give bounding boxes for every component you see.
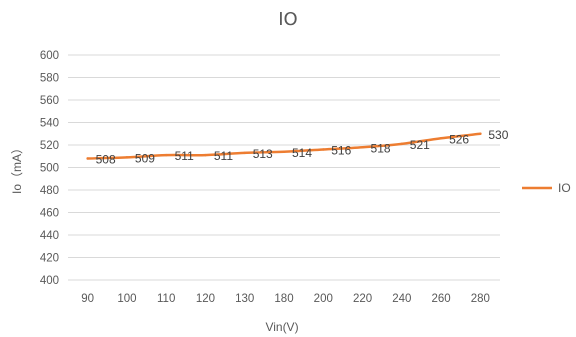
y-tick-label: 400 (40, 275, 59, 287)
data-label: 511 (175, 149, 194, 163)
y-axis-ticks: 400 420 440 460 480 500 520 540 560 580 600 (40, 50, 59, 287)
y-tick-label: 540 (40, 118, 59, 130)
data-point (322, 148, 325, 151)
data-label: 516 (331, 144, 351, 158)
y-tick-label: 600 (40, 50, 59, 62)
y-tick-label: 460 (40, 208, 59, 220)
y-axis-title: Io（mA） (10, 142, 24, 194)
data-point (204, 153, 207, 157)
data-point (282, 150, 286, 153)
data-point (125, 156, 129, 159)
y-tick-label: 560 (40, 95, 59, 107)
y-tick-label: 500 (40, 163, 59, 175)
data-point (164, 153, 168, 157)
data-label: 511 (214, 149, 233, 163)
x-tick-label: 260 (431, 293, 450, 305)
x-tick-label: 100 (117, 293, 136, 305)
data-label: 513 (253, 147, 273, 161)
x-tick-label: 280 (471, 293, 490, 305)
legend-label-io: IO (558, 181, 571, 195)
chart-title: IO (278, 9, 297, 30)
x-tick-label: 90 (81, 293, 94, 305)
y-tick-label: 520 (40, 140, 59, 152)
data-point (243, 151, 246, 155)
x-tick-label: 240 (392, 293, 411, 305)
data-labels: 508 509 511 511 513 514 516 518 521 526 530 (96, 128, 509, 167)
y-tick-label: 580 (40, 73, 59, 85)
x-tick-label: 120 (196, 293, 215, 305)
x-axis-ticks: 90 100 110 120 130 180 200 220 240 260 280 (81, 293, 490, 305)
x-axis-title: Vin(V) (265, 320, 298, 334)
data-label: 518 (371, 141, 391, 155)
y-tick-label: 420 (40, 253, 59, 265)
data-point (361, 146, 364, 149)
y-tick-label: 480 (40, 185, 59, 197)
data-label: 521 (410, 138, 430, 152)
x-tick-label: 130 (235, 293, 254, 305)
data-point (439, 137, 443, 140)
x-tick-label: 180 (274, 293, 293, 305)
y-tick-label: 440 (40, 230, 59, 242)
data-point (400, 142, 404, 146)
data-point (86, 157, 89, 160)
x-tick-label: 220 (353, 293, 372, 305)
data-point (479, 132, 482, 135)
data-label: 514 (292, 146, 312, 160)
data-label: 509 (135, 151, 155, 165)
data-label: 530 (488, 128, 508, 142)
data-label: 508 (96, 153, 116, 167)
gridlines (68, 54, 500, 281)
legend: IO (522, 181, 571, 195)
data-label: 526 (449, 132, 469, 146)
series-layer (86, 132, 482, 160)
x-tick-label: 200 (314, 293, 333, 305)
x-tick-label: 110 (157, 293, 175, 305)
